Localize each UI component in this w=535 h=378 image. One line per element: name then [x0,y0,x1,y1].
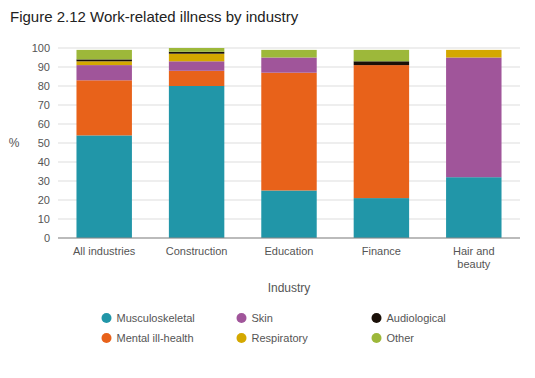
legend-label: Mental ill-health [117,332,194,344]
x-tick-label-line: Finance [362,245,401,257]
bar-segment [76,61,131,65]
x-tick-label: Hair andbeauty [453,245,495,270]
x-tick-label: All industries [73,245,136,257]
bar-segment [169,61,224,71]
legend-swatch [237,333,247,343]
bar-segment [446,49,501,50]
legend-swatch [102,333,112,343]
x-tick-label-line: Education [265,245,314,257]
x-tick-label-line: Construction [166,245,228,257]
grid-line [58,238,520,239]
x-tick-label-line: All industries [73,245,136,257]
x-tick-label: Finance [362,245,401,257]
bar-segment [169,86,224,238]
x-axis-line [58,238,520,239]
legend: Musculoskeletal Mental ill-health Skin Resp… [102,312,446,344]
bar-segment [261,50,316,58]
y-tick-label: 80 [38,80,50,92]
bar-segment [261,58,316,73]
title: Figure 2.12 Work-related illness by indu… [10,8,299,25]
grid [58,48,520,238]
chart-container: Figure 2.12 Work-related illness by indu… [0,0,535,378]
bar-segment [354,50,409,61]
x-tick-label: Construction [166,245,228,257]
y-axis-label: % [9,136,20,150]
bar-segment [76,59,131,61]
y-tick-label: 40 [38,156,50,168]
legend-label: Audiological [387,312,446,324]
grid-line [58,48,520,49]
legend-label: Other [387,332,415,344]
bar-segment [446,58,501,178]
bar-segment [446,50,501,58]
x-tick-label-line: Hair and [453,245,495,257]
y-tick-label: 30 [38,175,50,187]
x-tick-label-line: beauty [457,258,491,270]
legend-label: Musculoskeletal [117,312,195,324]
legend-swatch [372,313,382,323]
bars [76,48,501,238]
y-tick-label: 100 [32,42,50,54]
legend-label: Skin [252,312,273,324]
legend-swatch [372,333,382,343]
y-tick-label: 60 [38,118,50,130]
y-tick-label: 20 [38,194,50,206]
y-tick-label: 90 [38,61,50,73]
bar-segment [446,49,501,50]
y-tick-label: 50 [38,137,50,149]
legend-swatch [237,313,247,323]
bar-segment [354,198,409,238]
bar-segment [169,52,224,54]
bar-segment [76,65,131,80]
legend-swatch [102,313,112,323]
x-tick-label: Education [265,245,314,257]
chart-svg: Figure 2.12 Work-related illness by indu… [0,0,535,378]
bar-segment [169,71,224,86]
bar-segment [261,191,316,239]
y-tick-label: 0 [44,232,50,244]
bar-segment [261,73,316,191]
y-tick-label: 70 [38,99,50,111]
bar-segment [169,54,224,62]
bar-segment [76,80,131,135]
bar-segment [169,48,224,52]
x-axis-label: Industry [268,281,311,295]
bar-segment [446,177,501,238]
bar-segment [76,50,131,60]
bar-segment [354,65,409,198]
bar-segment [354,61,409,65]
legend-label: Respiratory [252,332,309,344]
y-tick-label: 10 [38,213,50,225]
bar-segment [76,135,131,238]
